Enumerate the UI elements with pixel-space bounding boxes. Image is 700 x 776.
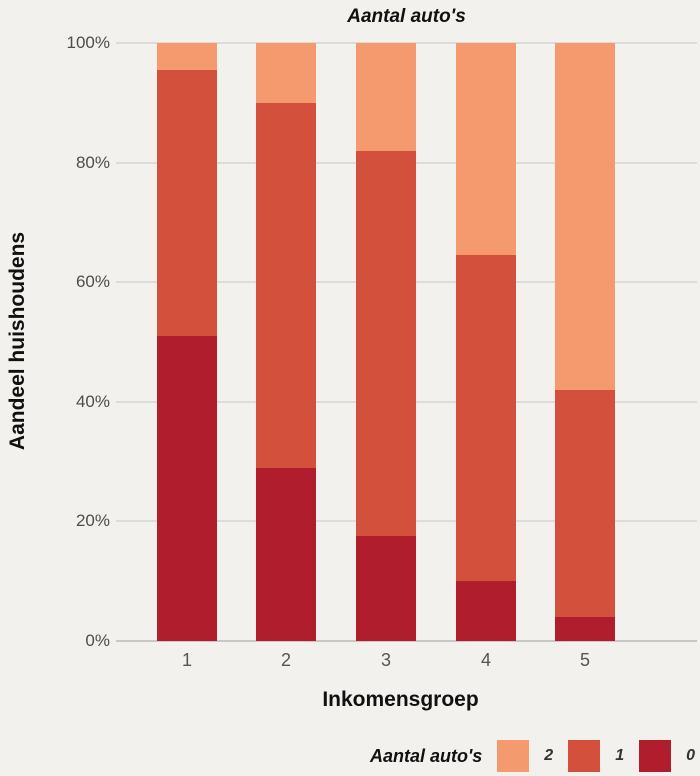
legend: Aantal auto's 2 1 0 <box>370 740 695 772</box>
legend-title: Aantal auto's <box>369 745 483 766</box>
bar-segment-cars0-group2 <box>256 467 316 641</box>
bar-segment-cars1-group1 <box>157 69 217 337</box>
x-tick-label-3: 3 <box>380 650 391 670</box>
y-tick-label: 40% <box>75 391 110 411</box>
bar-segment-cars0-group5 <box>555 617 615 641</box>
plot-area <box>116 42 697 642</box>
bar-segment-cars0-group4 <box>456 581 516 641</box>
bar-segment-cars2-group2 <box>256 43 316 103</box>
chart-title: Aantal auto's <box>347 6 466 27</box>
x-tick-label-1: 1 <box>181 650 192 670</box>
bar-group-4 <box>456 43 516 641</box>
bar-group-3 <box>356 43 416 641</box>
x-tick-label-5: 5 <box>579 650 590 670</box>
bar-group-1 <box>157 43 217 641</box>
y-tick-label: 60% <box>75 272 110 292</box>
bar-segment-cars2-group1 <box>157 43 217 70</box>
legend-entry-label-0: 0 <box>686 747 695 764</box>
y-axis-title: Aandeel huishoudens <box>6 231 29 451</box>
bar-segment-cars1-group3 <box>356 150 416 537</box>
y-tick-label: 80% <box>75 152 110 172</box>
legend-entry-label-2: 2 <box>544 747 554 764</box>
x-axis-title: Inkomensgroep <box>322 688 479 711</box>
legend-entry-label-1: 1 <box>615 747 625 764</box>
x-tick-label-2: 2 <box>280 650 291 670</box>
y-tick-label: 20% <box>75 511 110 531</box>
bar-group-2 <box>256 43 316 641</box>
bar-segment-cars1-group2 <box>256 102 316 468</box>
x-tick-label-4: 4 <box>480 650 491 670</box>
bar-segment-cars1-group4 <box>456 255 516 582</box>
legend-swatch-1 <box>568 740 601 772</box>
bar-segment-cars2-group5 <box>555 43 615 390</box>
legend-swatch-0 <box>639 740 672 772</box>
bar-segment-cars2-group3 <box>356 43 416 151</box>
y-tick-label: 100% <box>66 33 110 52</box>
bar-segment-cars1-group5 <box>555 389 615 618</box>
bar-group-5 <box>555 43 615 641</box>
legend-swatch-2 <box>497 740 530 772</box>
bar-segment-cars2-group4 <box>456 43 516 256</box>
bar-segment-cars0-group3 <box>356 536 416 641</box>
gridline-0 <box>116 640 697 642</box>
bar-segment-cars0-group1 <box>157 336 217 641</box>
legend-items: 2 1 0 <box>497 740 695 772</box>
y-tick-label: 0% <box>85 631 110 650</box>
